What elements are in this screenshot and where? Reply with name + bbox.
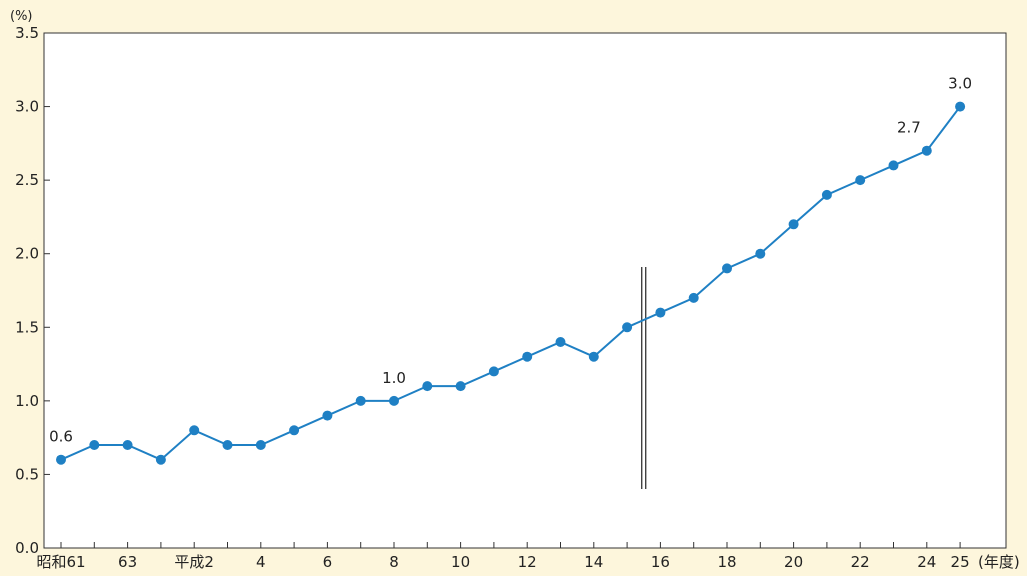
y-tick-label: 3.5: [15, 24, 39, 42]
data-point: [555, 337, 566, 347]
data-point: [389, 395, 399, 406]
data-point: [955, 101, 966, 112]
data-point: [122, 440, 133, 450]
y-tick-label: 0.5: [15, 465, 39, 483]
series-group: [56, 101, 966, 465]
data-point: [189, 425, 200, 436]
data-point: [888, 160, 899, 171]
x-tick-label: 22: [851, 553, 870, 571]
y-tick-label: 2.5: [15, 171, 39, 189]
x-tick-label: 6: [323, 553, 333, 571]
data-point: [289, 425, 300, 436]
y-axis-unit-label: (%): [10, 9, 33, 24]
y-tick-label: 1.0: [15, 392, 39, 410]
data-point: [422, 381, 433, 392]
x-tick-label: 平成2: [174, 553, 214, 571]
x-tick-label: 25: [951, 553, 970, 571]
data-point: [821, 189, 832, 200]
x-tick-label: 4: [256, 553, 266, 571]
y-tick-label: 0.0: [15, 539, 39, 557]
data-point: [488, 366, 499, 377]
data-point: [56, 454, 66, 465]
x-tick-label: 63: [118, 553, 137, 571]
data-labels: 0.6 1.0 2.7 3.0: [49, 75, 972, 446]
data-point: [722, 263, 732, 274]
x-tick-label: 14: [584, 553, 603, 571]
x-tick-label: 24: [917, 553, 936, 571]
x-tick-label: 20: [784, 553, 803, 571]
data-label: 2.7: [897, 119, 921, 137]
data-point: [588, 351, 599, 362]
data-label: 3.0: [948, 75, 972, 93]
series-break-marker: [641, 267, 647, 489]
y-tick-label: 1.5: [15, 318, 39, 336]
x-tick-label: 12: [518, 553, 537, 571]
data-point: [522, 351, 533, 362]
data-point: [89, 440, 100, 450]
plot-area-background: [43, 32, 1007, 549]
data-point: [688, 292, 699, 303]
series-line: [60, 105, 961, 461]
data-point: [255, 440, 266, 450]
x-tick-label: 16: [651, 553, 670, 571]
x-tick-label: 10: [451, 553, 470, 571]
data-point: [921, 145, 932, 156]
data-point: [655, 307, 666, 318]
y-tick-label: 3.0: [15, 98, 39, 116]
data-point: [622, 322, 633, 333]
data-point: [355, 395, 366, 406]
data-point: [322, 410, 333, 421]
data-point: [455, 381, 466, 392]
data-label: 1.0: [382, 369, 406, 387]
data-point: [855, 175, 866, 186]
data-point: [755, 248, 766, 259]
data-point: [222, 440, 233, 450]
y-tick-label: 2.0: [15, 245, 39, 263]
data-point: [788, 219, 799, 230]
data-label: 0.6: [49, 428, 73, 446]
x-axis: 昭和61 63 平成2 4 6 8 10 12 14 16 18 20 22 24 25: [36, 542, 970, 571]
x-tick-label: 昭和61: [36, 553, 85, 571]
data-point: [155, 454, 166, 465]
y-axis: 0.0 0.5 1.0 1.5 2.0 2.5 3.0 3.5: [15, 24, 50, 557]
x-axis-unit-label: (年度): [978, 553, 1020, 571]
x-tick-label: 18: [717, 553, 736, 571]
x-tick-label: 8: [389, 553, 399, 571]
